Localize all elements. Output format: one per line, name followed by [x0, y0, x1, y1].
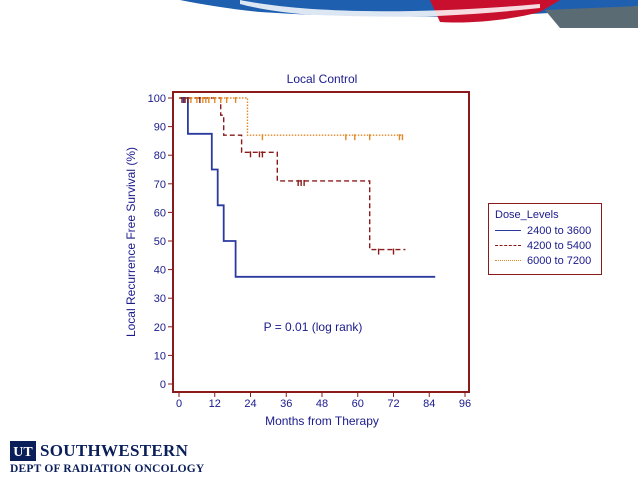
y-tick-label: 10 [154, 350, 166, 362]
ut-logo-icon: UT [10, 441, 36, 461]
x-tick-label: 12 [209, 398, 221, 410]
y-tick-label: 90 [154, 122, 166, 134]
department-name: DEPT OF RADIATION ONCOLOGY [10, 463, 205, 475]
y-tick-label: 30 [154, 293, 166, 305]
legend-label: 6000 to 7200 [527, 254, 592, 267]
legend-title: Dose_Levels [495, 209, 559, 221]
y-tick-label: 60 [154, 207, 166, 219]
x-tick-label: 84 [423, 398, 435, 410]
plot-frame [172, 91, 470, 393]
series-line-1 [179, 97, 406, 251]
y-axis-ticks: 0 10 20 30 40 50 60 70 80 90 100 [148, 93, 173, 391]
banner-white-swoosh [240, 0, 540, 18]
y-tick-label: 40 [154, 265, 166, 277]
legend-item-4200: 4200 to 5400 [495, 238, 595, 253]
series-line-0 [179, 97, 436, 278]
y-tick-label: 20 [154, 322, 166, 334]
legend-swatch-dotted [495, 260, 521, 261]
x-tick-label: 96 [459, 398, 471, 410]
y-axis-label: Local Recurrence Free Survival (%) [124, 147, 138, 337]
x-tick-label: 0 [176, 398, 182, 410]
legend-swatch-dashed [495, 245, 521, 246]
header-banner [180, 0, 638, 28]
censor-marks [181, 97, 404, 255]
x-tick-label: 36 [280, 398, 292, 410]
x-axis-label: Months from Therapy [265, 414, 379, 428]
x-tick-label: 48 [316, 398, 328, 410]
y-tick-label: 50 [154, 236, 166, 248]
logo-mark: UT [13, 445, 33, 460]
survival-curves [179, 97, 436, 278]
legend-swatch-solid [495, 230, 521, 231]
legend-item-6000: 6000 to 7200 [495, 253, 595, 268]
legend-label: 4200 to 5400 [527, 239, 592, 252]
y-tick-label: 0 [160, 379, 166, 391]
x-tick-label: 72 [387, 398, 399, 410]
x-axis-ticks: 0 12 24 36 48 60 72 84 96 [176, 392, 471, 410]
logo-wordmark: SOUTHWESTERN [40, 441, 189, 460]
x-tick-label: 60 [352, 398, 364, 410]
y-tick-label: 70 [154, 179, 166, 191]
x-tick-label: 24 [244, 398, 256, 410]
legend: Dose_Levels 2400 to 3600 4200 to 5400 60… [488, 203, 602, 275]
y-tick-label: 100 [148, 93, 166, 105]
banner-gray-band [545, 6, 638, 28]
legend-item-2400: 2400 to 3600 [495, 223, 595, 238]
y-tick-label: 80 [154, 150, 166, 162]
p-value-annotation: P = 0.01 (log rank) [264, 320, 363, 334]
chart-title: Local Control [287, 72, 358, 86]
legend-label: 2400 to 3600 [527, 224, 592, 237]
series-line-2 [179, 97, 403, 136]
